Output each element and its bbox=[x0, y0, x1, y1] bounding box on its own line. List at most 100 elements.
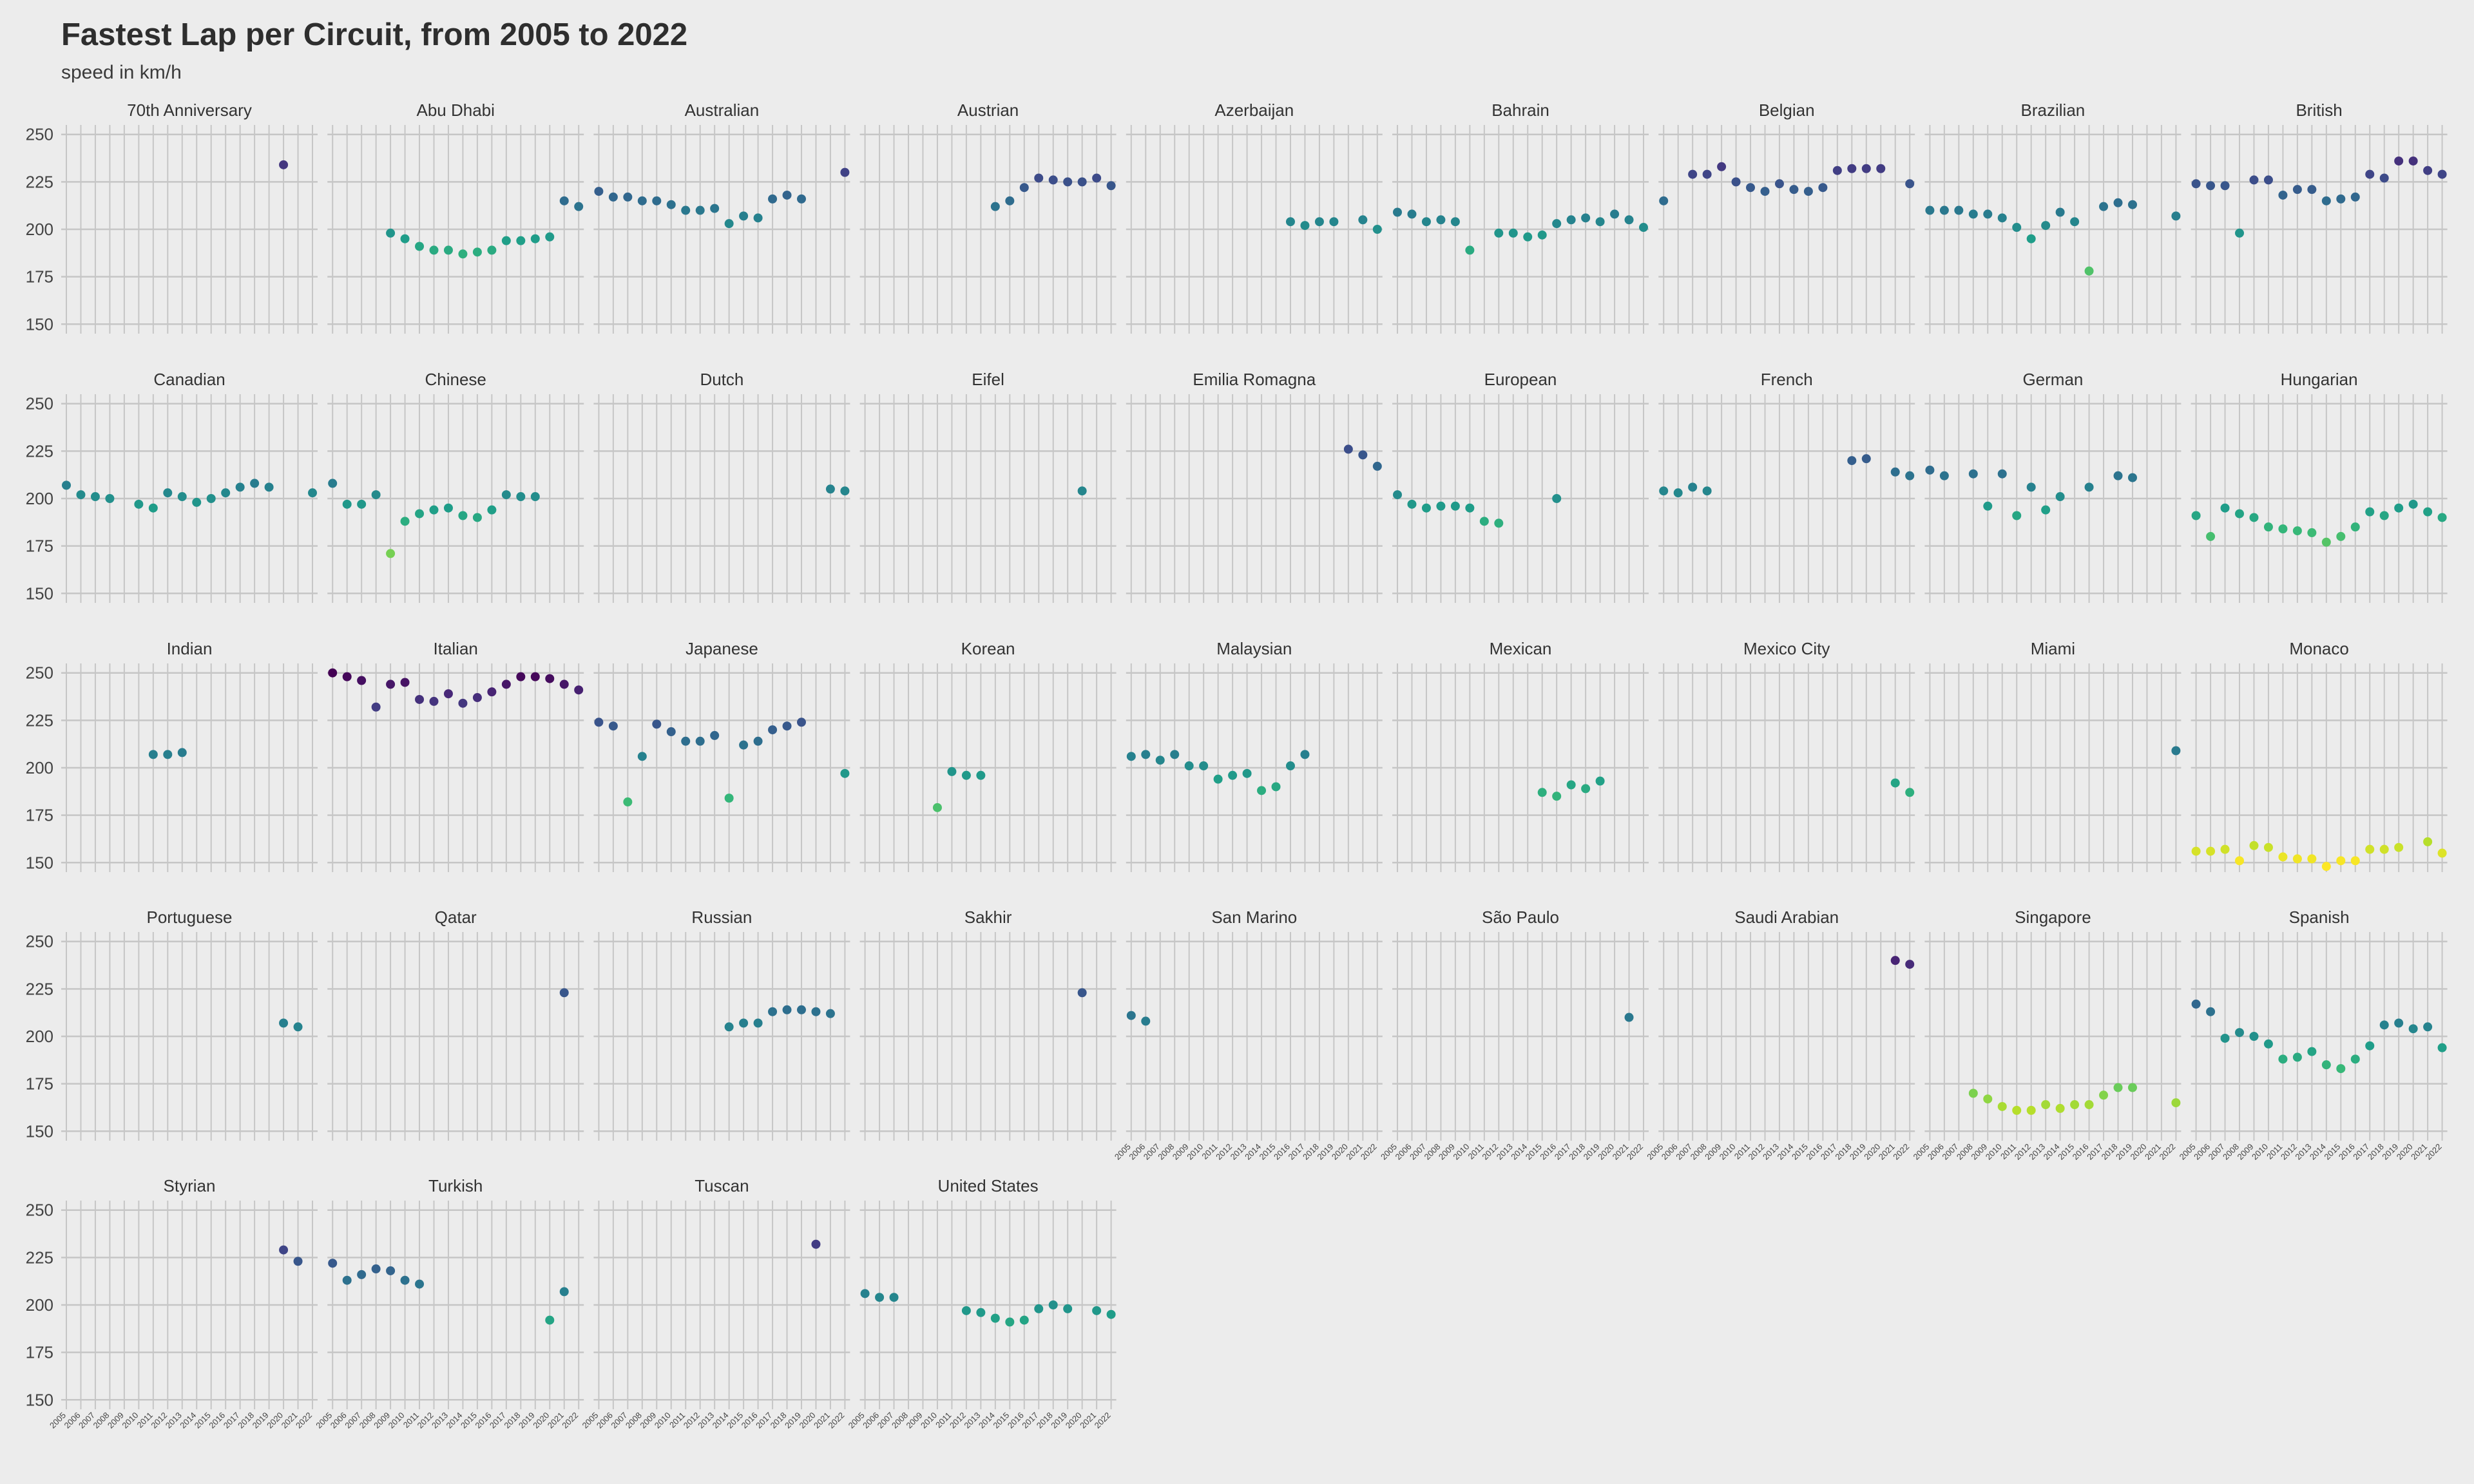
panel-title: Mexican bbox=[1490, 639, 1552, 658]
y-tick-label: 150 bbox=[26, 584, 53, 603]
chart-subtitle: speed in km/h bbox=[61, 62, 182, 83]
data-point bbox=[2365, 1041, 2375, 1051]
data-point bbox=[2263, 522, 2273, 532]
data-point bbox=[2055, 1103, 2065, 1113]
data-point bbox=[1407, 209, 1417, 219]
data-point bbox=[608, 721, 618, 731]
data-point bbox=[1034, 1304, 1044, 1313]
data-point bbox=[2336, 194, 2346, 204]
facet-panel: Turkish200520062007200820092010201120122… bbox=[314, 1176, 584, 1431]
data-point bbox=[1271, 782, 1281, 792]
data-point bbox=[328, 479, 338, 488]
data-point bbox=[1997, 469, 2007, 479]
data-point bbox=[2012, 223, 2022, 233]
panel-title: Dutch bbox=[700, 370, 743, 389]
data-point bbox=[1019, 183, 1029, 193]
y-tick-label: 175 bbox=[26, 806, 53, 825]
data-point bbox=[1034, 173, 1044, 183]
data-point bbox=[177, 748, 187, 757]
data-point bbox=[1581, 784, 1591, 794]
data-point bbox=[1465, 503, 1475, 513]
facet-panel: Italian bbox=[327, 639, 584, 872]
y-tick-label: 150 bbox=[26, 1390, 53, 1409]
facet-panel: Spanish200520062007200820092010201120122… bbox=[2178, 908, 2448, 1162]
data-point bbox=[357, 676, 367, 685]
facet-panel: Bahrain bbox=[1392, 100, 1649, 334]
data-point bbox=[2235, 856, 2245, 866]
data-point bbox=[2423, 1022, 2433, 1032]
x-tick-label: 2022 bbox=[1359, 1142, 1379, 1162]
data-point bbox=[105, 494, 115, 503]
data-point bbox=[2292, 526, 2302, 536]
data-point bbox=[458, 698, 468, 708]
panel-title: Monaco bbox=[2289, 639, 2349, 658]
data-point bbox=[2394, 842, 2404, 852]
facet-panel: European bbox=[1392, 370, 1649, 603]
y-tick-label: 150 bbox=[26, 314, 53, 334]
data-point bbox=[2321, 862, 2331, 871]
data-point bbox=[2379, 173, 2389, 183]
data-point bbox=[328, 1259, 338, 1268]
data-point bbox=[530, 234, 540, 243]
data-point bbox=[1213, 774, 1223, 784]
data-point bbox=[2263, 842, 2273, 852]
data-point bbox=[1092, 1306, 1102, 1315]
panel-title: San Marino bbox=[1211, 908, 1297, 927]
facet-panel: Azerbaijan bbox=[1126, 100, 1383, 334]
data-point bbox=[1731, 177, 1741, 187]
data-point bbox=[264, 482, 274, 492]
data-point bbox=[2307, 528, 2317, 538]
facet-panel: Emilia Romagna bbox=[1126, 370, 1383, 603]
data-point bbox=[594, 718, 604, 727]
data-point bbox=[710, 730, 720, 740]
data-point bbox=[2336, 531, 2346, 541]
panel-title: Australian bbox=[685, 100, 760, 120]
data-point bbox=[1106, 1309, 1116, 1319]
data-point bbox=[2263, 175, 2273, 185]
x-tick-label: 2022 bbox=[2157, 1142, 2177, 1162]
panel-title: German bbox=[2022, 370, 2083, 389]
data-point bbox=[2041, 505, 2051, 515]
data-point bbox=[429, 245, 439, 255]
facet-panel: Japanese bbox=[593, 639, 850, 872]
data-point bbox=[501, 680, 511, 689]
data-point bbox=[1077, 177, 1087, 187]
data-point bbox=[2437, 1043, 2447, 1052]
data-point bbox=[2113, 471, 2123, 480]
data-point bbox=[2437, 513, 2447, 522]
data-point bbox=[342, 1275, 352, 1285]
data-point bbox=[1890, 956, 1900, 966]
data-point bbox=[2365, 169, 2375, 179]
data-point bbox=[545, 1315, 555, 1325]
data-point bbox=[1659, 486, 1669, 496]
data-point bbox=[76, 490, 86, 500]
facet-panel: Styrian150175200225250200520062007200820… bbox=[26, 1176, 318, 1431]
data-point bbox=[976, 770, 986, 780]
data-point bbox=[2379, 511, 2389, 520]
data-point bbox=[415, 694, 425, 704]
data-point bbox=[221, 488, 231, 498]
data-point bbox=[371, 702, 381, 712]
data-point bbox=[2249, 513, 2259, 522]
data-point bbox=[559, 1287, 569, 1297]
data-point bbox=[2099, 202, 2109, 211]
data-point bbox=[739, 211, 749, 221]
panel-title: Azerbaijan bbox=[1214, 100, 1294, 120]
data-point bbox=[2292, 1052, 2302, 1062]
data-point bbox=[487, 505, 497, 515]
data-point bbox=[2206, 531, 2216, 541]
data-point bbox=[1019, 1315, 1029, 1325]
panel-title: Eifel bbox=[972, 370, 1004, 389]
facet-panel: Monaco bbox=[2191, 639, 2448, 872]
x-tick-label: 2022 bbox=[1625, 1142, 1645, 1162]
data-point bbox=[976, 1308, 986, 1317]
data-point bbox=[328, 668, 338, 678]
panel-title: Spanish bbox=[2289, 908, 2350, 927]
data-point bbox=[1257, 786, 1267, 795]
data-point bbox=[279, 1245, 289, 1255]
data-point bbox=[637, 752, 647, 761]
data-point bbox=[429, 505, 439, 515]
panel-title: São Paulo bbox=[1482, 908, 1559, 927]
data-point bbox=[1818, 183, 1828, 193]
facet-panel: San Marino200520062007200820092010201120… bbox=[1113, 908, 1383, 1162]
